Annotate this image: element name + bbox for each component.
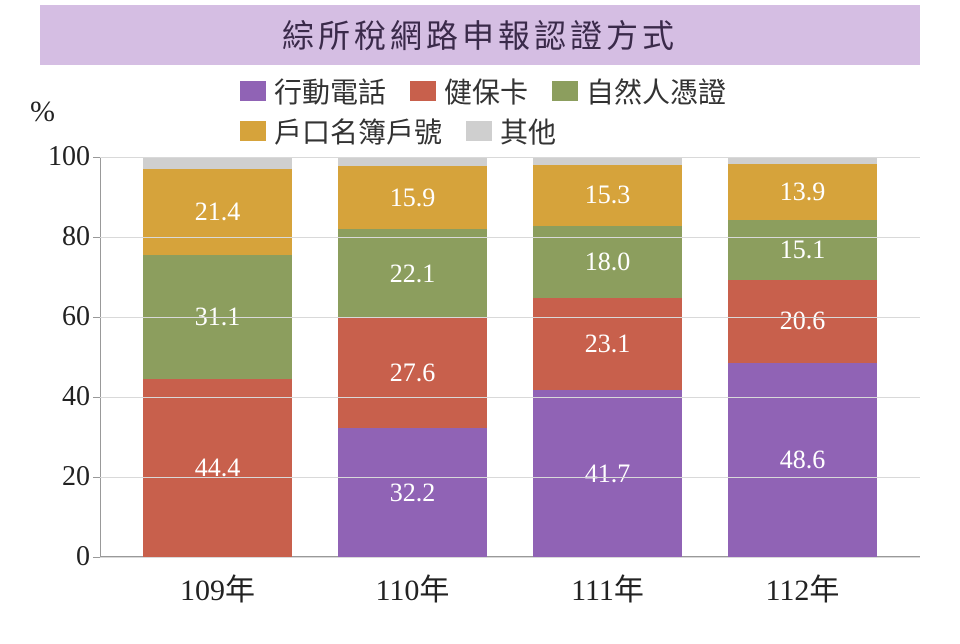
stacked-bar: 44.431.121.4 bbox=[143, 157, 291, 557]
grid-line bbox=[100, 157, 920, 158]
bar-segment: 27.6 bbox=[338, 318, 486, 428]
y-tickmark bbox=[93, 237, 100, 238]
legend-swatch bbox=[240, 81, 266, 101]
bar-segment: 41.7 bbox=[533, 390, 681, 557]
legend-label: 健保卡 bbox=[444, 71, 528, 111]
y-axis-unit: % bbox=[30, 95, 55, 129]
bar-segment: 23.1 bbox=[533, 298, 681, 390]
bar-value-label: 21.4 bbox=[195, 197, 241, 227]
legend-label: 其他 bbox=[500, 111, 556, 151]
x-tick-label: 109年 bbox=[120, 565, 315, 609]
bar-segment: 13.9 bbox=[728, 164, 876, 220]
x-axis-labels: 109年110年111年112年 bbox=[100, 557, 920, 609]
bar-value-label: 15.9 bbox=[390, 183, 436, 213]
bar-value-label: 23.1 bbox=[585, 329, 631, 359]
stacked-bar: 48.6 20.6 15.1 13.9 bbox=[728, 157, 876, 557]
grid-line bbox=[100, 317, 920, 318]
y-tick-label: 80 bbox=[40, 221, 90, 253]
grid-line bbox=[100, 477, 920, 478]
chart-title: 綜所稅網路申報認證方式 bbox=[40, 5, 920, 65]
bar-segment: 20.6 bbox=[728, 280, 876, 362]
chart-area: 44.431.121.4 32.2 27.6 22.1 15.9 41.7 23.1 18.0… bbox=[100, 157, 920, 557]
bar-segment: 15.1 bbox=[728, 220, 876, 280]
y-tickmark bbox=[93, 557, 100, 558]
legend-swatch bbox=[240, 121, 266, 141]
bar-value-label: 13.9 bbox=[780, 177, 826, 207]
legend-item: 健保卡 bbox=[410, 71, 528, 111]
bar-segment: 22.1 bbox=[338, 229, 486, 317]
y-tickmark bbox=[93, 397, 100, 398]
legend-label: 戶口名簿戶號 bbox=[274, 111, 442, 151]
bar-value-label: 41.7 bbox=[585, 459, 631, 489]
y-tick-label: 20 bbox=[40, 461, 90, 493]
bar-segment: 32.2 bbox=[338, 428, 486, 557]
bar-segment bbox=[143, 157, 291, 169]
bar-value-label: 20.6 bbox=[780, 306, 826, 336]
bar-value-label: 22.1 bbox=[390, 259, 436, 289]
bar-value-label: 15.1 bbox=[780, 235, 826, 265]
legend: 行動電話 健保卡 自然人憑證戶口名簿戶號 其他 bbox=[240, 71, 940, 151]
legend-swatch bbox=[552, 81, 578, 101]
legend-item: 行動電話 bbox=[240, 71, 386, 111]
bar-value-label: 27.6 bbox=[390, 358, 436, 388]
bar-group: 32.2 27.6 22.1 15.9 bbox=[315, 157, 510, 557]
bar-value-label: 18.0 bbox=[585, 247, 631, 277]
y-tick-label: 0 bbox=[40, 541, 90, 573]
legend-item: 戶口名簿戶號 bbox=[240, 111, 442, 151]
x-tick-label: 112年 bbox=[705, 565, 900, 609]
grid-line bbox=[100, 237, 920, 238]
stacked-bar: 32.2 27.6 22.1 15.9 bbox=[338, 157, 486, 557]
bar-value-label: 15.3 bbox=[585, 180, 631, 210]
legend-item: 自然人憑證 bbox=[552, 71, 726, 111]
bar-value-label: 48.6 bbox=[780, 445, 826, 475]
legend-swatch bbox=[410, 81, 436, 101]
grid-line bbox=[100, 397, 920, 398]
x-tick-label: 111年 bbox=[510, 565, 705, 609]
bar-value-label: 32.2 bbox=[390, 478, 436, 508]
legend-label: 自然人憑證 bbox=[586, 71, 726, 111]
y-tickmark bbox=[93, 157, 100, 158]
bar-segment bbox=[533, 157, 681, 165]
bar-segment bbox=[728, 157, 876, 164]
bar-group: 48.6 20.6 15.1 13.9 bbox=[705, 157, 900, 557]
bar-segment: 44.4 bbox=[143, 379, 291, 557]
bar-value-label: 44.4 bbox=[195, 453, 241, 483]
bar-group: 41.7 23.1 18.0 15.3 bbox=[510, 157, 705, 557]
bar-segment: 15.9 bbox=[338, 166, 486, 230]
bar-segment: 21.4 bbox=[143, 169, 291, 255]
legend-item: 其他 bbox=[466, 111, 556, 151]
stacked-bar: 41.7 23.1 18.0 15.3 bbox=[533, 157, 681, 557]
bar-segment: 48.6 bbox=[728, 363, 876, 557]
y-tick-label: 40 bbox=[40, 381, 90, 413]
y-tick-label: 60 bbox=[40, 301, 90, 333]
y-tickmark bbox=[93, 317, 100, 318]
legend-swatch bbox=[466, 121, 492, 141]
bar-group: 44.431.121.4 bbox=[120, 157, 315, 557]
x-tick-label: 110年 bbox=[315, 565, 510, 609]
y-tick-label: 100 bbox=[40, 141, 90, 173]
bars-container: 44.431.121.4 32.2 27.6 22.1 15.9 41.7 23.1 18.0… bbox=[100, 157, 920, 557]
legend-label: 行動電話 bbox=[274, 71, 386, 111]
bar-segment: 15.3 bbox=[533, 165, 681, 226]
bar-segment bbox=[338, 157, 486, 166]
y-tickmark bbox=[93, 477, 100, 478]
